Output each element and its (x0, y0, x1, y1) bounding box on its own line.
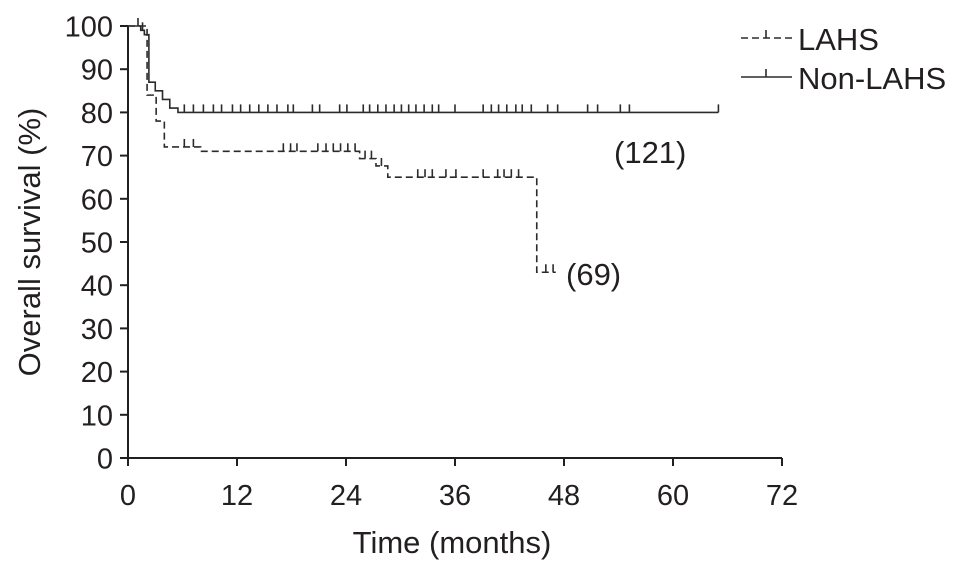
series-lahs: (69) (128, 25, 621, 292)
n-label-lahs: (69) (566, 257, 621, 292)
x-tick-label: 24 (330, 480, 362, 512)
y-tick-label: 50 (81, 228, 113, 260)
x-tick-label: 48 (548, 480, 580, 512)
x-tick-label: 60 (657, 480, 689, 512)
survival-curve-non-lahs (128, 25, 719, 114)
y-tick-label: 0 (97, 444, 113, 476)
plot-area: 0 10 20 30 40 50 60 70 80 90 100 0 12 24 36 48 60 72 (69) (… (65, 12, 799, 513)
y-tick-label: 90 (81, 55, 113, 87)
x-tick-label: 72 (766, 480, 798, 512)
legend-label-lahs: LAHS (798, 22, 879, 57)
legend-item-lahs: LAHS (741, 22, 879, 57)
series-non-lahs: (121) (128, 18, 720, 170)
x-axis-title: Time (months) (353, 525, 552, 560)
y-tick-label: 30 (81, 314, 113, 346)
y-tick-label: 60 (81, 184, 113, 216)
n-label-non-lahs: (121) (614, 135, 686, 170)
x-tick-label: 0 (120, 480, 136, 512)
legend-label-non-lahs: Non-LAHS (798, 61, 946, 96)
y-tick-label: 20 (81, 357, 113, 389)
y-tick-label: 100 (65, 12, 113, 44)
y-tick-label: 40 (81, 271, 113, 303)
y-tick-label: 70 (81, 141, 113, 173)
x-tick-label: 36 (439, 480, 471, 512)
y-axis-title: Overall survival (%) (12, 108, 47, 377)
y-tick-label: 10 (81, 400, 113, 432)
survival-curve-lahs (128, 25, 556, 274)
legend: LAHS Non-LAHS (741, 22, 946, 96)
x-tick-label: 12 (221, 480, 253, 512)
legend-item-non-lahs: Non-LAHS (741, 61, 946, 96)
y-tick-label: 80 (81, 98, 113, 130)
